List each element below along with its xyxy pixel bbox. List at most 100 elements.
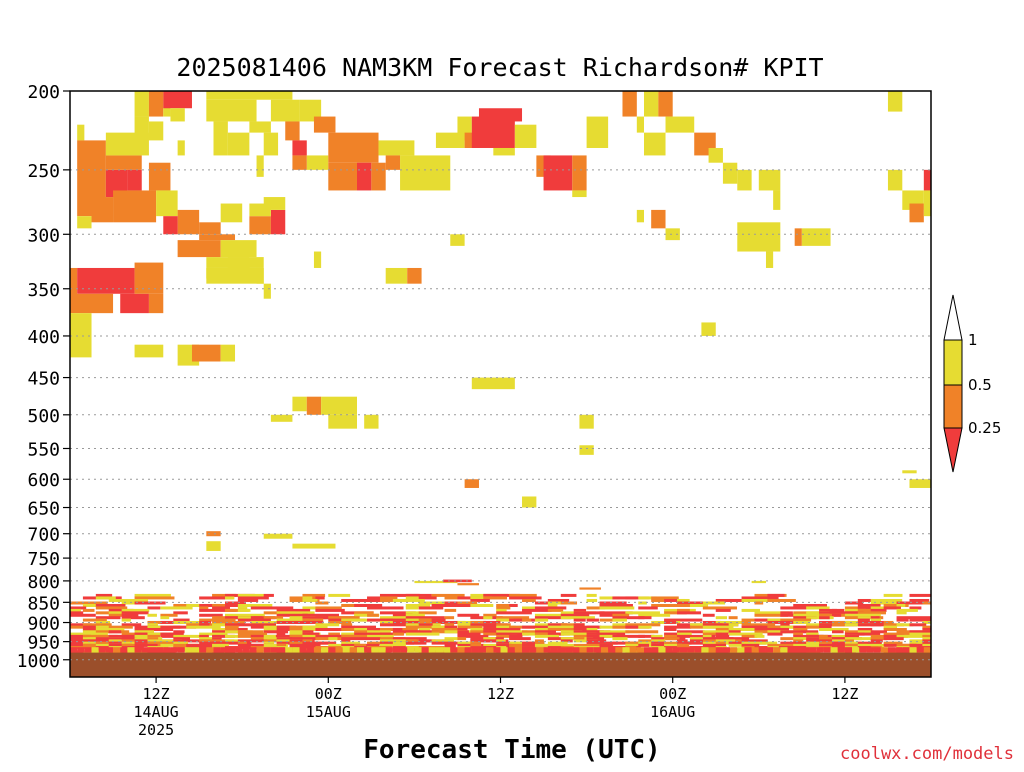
ri-cell	[70, 634, 91, 638]
ri-cell	[302, 613, 339, 617]
ri-cell	[806, 639, 834, 643]
ri-cell	[82, 643, 97, 647]
ri-cell	[108, 630, 122, 634]
ri-cell	[378, 647, 386, 653]
ri-cell	[108, 603, 126, 607]
ri-cell	[237, 641, 247, 645]
ri-cell	[450, 234, 465, 246]
ri-cell	[392, 632, 405, 636]
ri-cell	[148, 91, 164, 117]
ri-cell	[173, 634, 209, 638]
ri-cell	[120, 647, 128, 653]
ri-cell	[77, 647, 85, 653]
ri-cell	[922, 639, 931, 643]
ri-cell	[625, 641, 644, 645]
ri-cell	[276, 643, 287, 647]
ri-cell	[831, 641, 851, 645]
ri-cell	[82, 641, 102, 645]
ri-cell	[367, 606, 404, 610]
ri-cell	[922, 643, 931, 647]
ri-cell	[844, 606, 865, 610]
ri-cell	[767, 593, 785, 597]
ri-cell	[134, 596, 175, 600]
ri-cell	[664, 618, 703, 622]
ri-cell	[121, 616, 145, 620]
ri-cell	[728, 616, 738, 620]
ri-cell	[773, 190, 781, 210]
ri-cell	[923, 647, 931, 653]
ri-cell	[599, 618, 619, 622]
ri-cell	[651, 634, 663, 638]
ri-cell	[496, 632, 529, 636]
ri-cell	[665, 228, 680, 241]
ri-cell	[250, 616, 276, 620]
ri-cell	[471, 377, 515, 390]
ri-cell	[870, 637, 888, 641]
ri-cell	[586, 627, 598, 631]
ri-cell	[857, 598, 874, 602]
ri-cell	[831, 623, 854, 627]
ri-cell	[70, 637, 87, 641]
ri-cell	[367, 596, 392, 600]
ri-cell	[367, 613, 379, 617]
ri-cell	[392, 637, 427, 641]
ri-cell	[379, 623, 420, 627]
ri-cell	[108, 598, 149, 602]
ri-cell	[572, 155, 587, 191]
ri-cell	[560, 601, 578, 605]
ri-cell	[560, 616, 595, 620]
ri-cell	[844, 639, 854, 643]
ri-cell	[483, 623, 508, 627]
ri-cell	[534, 606, 556, 610]
ri-cell	[780, 627, 789, 631]
ri-cell	[242, 647, 250, 653]
ri-cell	[400, 155, 451, 191]
ri-cell	[896, 603, 906, 607]
ri-cell	[844, 608, 867, 612]
ri-cell	[701, 647, 709, 653]
ri-cell	[405, 630, 439, 634]
ri-cell	[496, 643, 512, 647]
ri-cell	[431, 593, 465, 597]
ri-cell	[677, 643, 690, 647]
below-ground-fill	[70, 652, 931, 677]
ri-cell	[793, 639, 804, 643]
ri-cell	[715, 623, 739, 627]
ri-cell	[341, 618, 380, 622]
ri-cell	[767, 632, 783, 636]
ri-cell	[896, 643, 915, 647]
ri-cell	[457, 583, 479, 586]
ri-cell	[922, 641, 931, 645]
ri-cell	[199, 606, 209, 610]
ri-cell	[263, 634, 276, 638]
ri-cell	[722, 647, 731, 653]
ri-cell	[276, 641, 298, 645]
ri-cell	[534, 613, 564, 617]
ri-cell	[715, 634, 730, 638]
ri-cell	[496, 630, 528, 634]
ri-cell	[651, 209, 666, 229]
ri-cell	[547, 641, 568, 645]
ri-cell	[573, 639, 598, 643]
ri-cell	[220, 203, 243, 223]
ri-cell	[321, 396, 357, 415]
ri-cell	[414, 647, 422, 653]
ri-cell	[364, 647, 372, 653]
ri-cell	[573, 627, 589, 631]
ri-cell	[586, 630, 604, 634]
ri-cell	[909, 593, 931, 597]
ri-cell	[237, 632, 267, 636]
ri-cell	[922, 627, 931, 631]
ri-cell	[263, 643, 289, 647]
ri-cell	[509, 603, 518, 607]
ri-cell	[902, 647, 910, 653]
ri-cell	[173, 625, 197, 629]
ri-cell	[923, 169, 931, 191]
x-tick-label: 2025	[138, 721, 174, 739]
ri-cell	[547, 601, 572, 605]
ri-cell	[819, 625, 832, 629]
ri-cell	[677, 639, 688, 643]
ri-cell	[560, 630, 583, 634]
ri-cell	[599, 606, 635, 610]
ri-cell	[895, 647, 903, 653]
